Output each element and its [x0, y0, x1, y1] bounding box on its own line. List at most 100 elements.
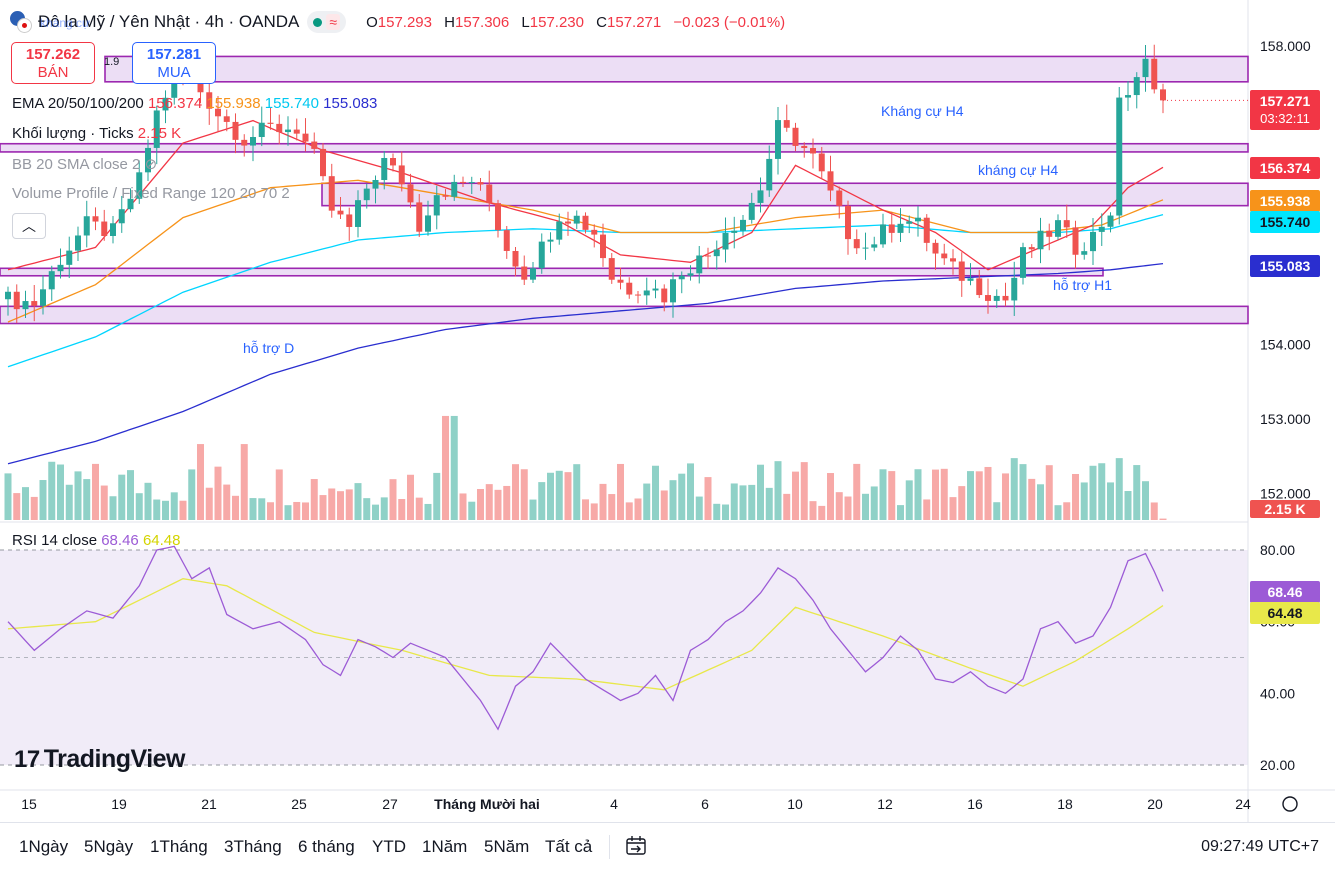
market-status-pill[interactable]: ≈ [307, 11, 347, 33]
candle-body [748, 202, 755, 220]
symbol-title[interactable]: Đô la Mỹ / Yên Nhật · 4h · OANDA [38, 12, 300, 31]
volume-bar [485, 484, 493, 520]
price-tick-label: 152.000 [1260, 486, 1311, 502]
candle-body [337, 210, 344, 215]
candle-body [792, 127, 799, 146]
candle-body [652, 288, 659, 291]
volume-legend[interactable]: Khối lượng · Ticks 2.15 K [12, 125, 181, 142]
symbol-header[interactable]: Đô la Mỹ / Yên Nhật · 4h · OANDA ≈ O 157.… [10, 8, 785, 36]
volume-bar [503, 485, 511, 520]
volume-bar [888, 471, 896, 520]
range-1y-button[interactable]: 1Năm [422, 837, 468, 856]
range-6m-button[interactable]: 6 tháng [298, 837, 355, 856]
volume-bar [940, 468, 948, 520]
candle-body [22, 301, 29, 310]
candle-body [853, 239, 860, 249]
candle-body [985, 295, 991, 301]
volume-bar [1150, 502, 1158, 520]
volume-bar [827, 473, 834, 520]
range-all-button[interactable]: Tất cả [545, 837, 593, 856]
candle-body [1028, 247, 1035, 250]
volume-bar [967, 471, 974, 520]
ema-legend[interactable]: EMA 20/50/100/200 156.374 155.938 155.74… [12, 95, 377, 112]
volume-bar [450, 415, 458, 520]
rsi-tick-label: 40.00 [1260, 685, 1295, 701]
toolbar-divider [609, 835, 610, 859]
volume-bar [389, 479, 397, 520]
volume-bar [853, 463, 861, 520]
volume-bar [179, 500, 187, 520]
bb-legend[interactable]: BB 20 SMA close 2 ⊘ [12, 155, 157, 173]
candle-body [250, 137, 256, 146]
candle-body [976, 278, 983, 296]
chart-canvas[interactable]: 158.000154.000153.000152.00080.0060.0040… [0, 0, 1335, 822]
candle-body [13, 291, 20, 310]
range-1m-button[interactable]: 1Tháng [150, 837, 208, 856]
candle-body [206, 92, 213, 109]
buy-label: MUA [157, 64, 191, 81]
open-label: O [366, 13, 378, 31]
candle-body [486, 184, 493, 204]
volume-bar [372, 504, 379, 520]
volume-bar [1124, 491, 1132, 520]
range-5d-button[interactable]: 5Ngày [84, 837, 134, 856]
candle-body [888, 224, 895, 233]
zone-support [0, 267, 1104, 277]
volume-bar [363, 498, 371, 520]
volume-bar [30, 496, 38, 520]
legend-collapse-button[interactable]: ︿ [12, 213, 46, 239]
volume-bar [792, 471, 799, 520]
tradingview-logo[interactable]: 17 TradingView [14, 745, 186, 774]
range-1d-button[interactable]: 1Ngày [19, 837, 69, 856]
candle-body [836, 190, 843, 206]
volume-bar [582, 499, 589, 520]
volume-bar [424, 503, 432, 520]
volume-bar [844, 496, 852, 520]
range-3m-button[interactable]: 3Tháng [224, 837, 282, 856]
rsi-legend-name: RSI 14 close [12, 532, 98, 549]
settings-gear-icon[interactable] [1282, 796, 1298, 812]
candle-body [118, 209, 125, 224]
candle-body [355, 200, 361, 227]
range-ytd-button[interactable]: YTD [372, 837, 406, 856]
volume-bar [135, 493, 143, 520]
range-5y-button[interactable]: 5Năm [484, 837, 530, 856]
vp-legend[interactable]: Volume Profile / Fixed Range 120 20 70 2 [12, 185, 290, 202]
support-h1-label[interactable]: hỗ trợ H1 [1053, 277, 1112, 293]
volume-bar [275, 469, 283, 520]
hidden-eye-icon[interactable]: ⊘ [144, 156, 158, 173]
resistance-h4-label-2[interactable]: kháng cự H4 [978, 162, 1059, 178]
sell-button[interactable]: 157.262 BÁN [11, 42, 95, 84]
last-price-value: 157.271 [1259, 93, 1311, 109]
candle-body [1046, 230, 1053, 237]
candle-body [302, 133, 309, 142]
buy-button[interactable]: 157.281 MUA [132, 42, 216, 84]
volume-bar [634, 498, 642, 520]
candle-body [967, 278, 974, 281]
bottom-toolbar: 1Ngày 5Ngày 1Tháng 3Tháng 6 tháng YTD 1N… [0, 822, 1335, 869]
volume-bar [232, 495, 239, 520]
goto-date-icon[interactable] [623, 833, 649, 859]
volume-bar [958, 486, 966, 520]
volume-bar [678, 473, 686, 520]
candle-body [661, 288, 668, 303]
candle-body [258, 122, 265, 138]
volume-bar [590, 503, 598, 520]
resistance-h4-label[interactable]: Kháng cự H4 [881, 103, 964, 119]
support-d-label[interactable]: hỗ trợ D [243, 340, 295, 356]
candle-body [442, 195, 449, 197]
volume-bar [520, 469, 528, 520]
high-value: 157.306 [455, 13, 510, 31]
candle-body [460, 181, 466, 184]
candle-body [1072, 227, 1079, 255]
volume-bar [949, 497, 957, 520]
candle-body [1125, 95, 1131, 98]
candle-body [83, 216, 90, 236]
volume-bar [153, 499, 161, 520]
candle-body [1151, 58, 1158, 90]
candle-body [372, 179, 379, 189]
volume-bar [547, 472, 554, 520]
volume-bar [879, 469, 887, 520]
rsi-legend[interactable]: RSI 14 close 68.46 64.48 [12, 532, 180, 549]
volume-bar [65, 484, 73, 520]
